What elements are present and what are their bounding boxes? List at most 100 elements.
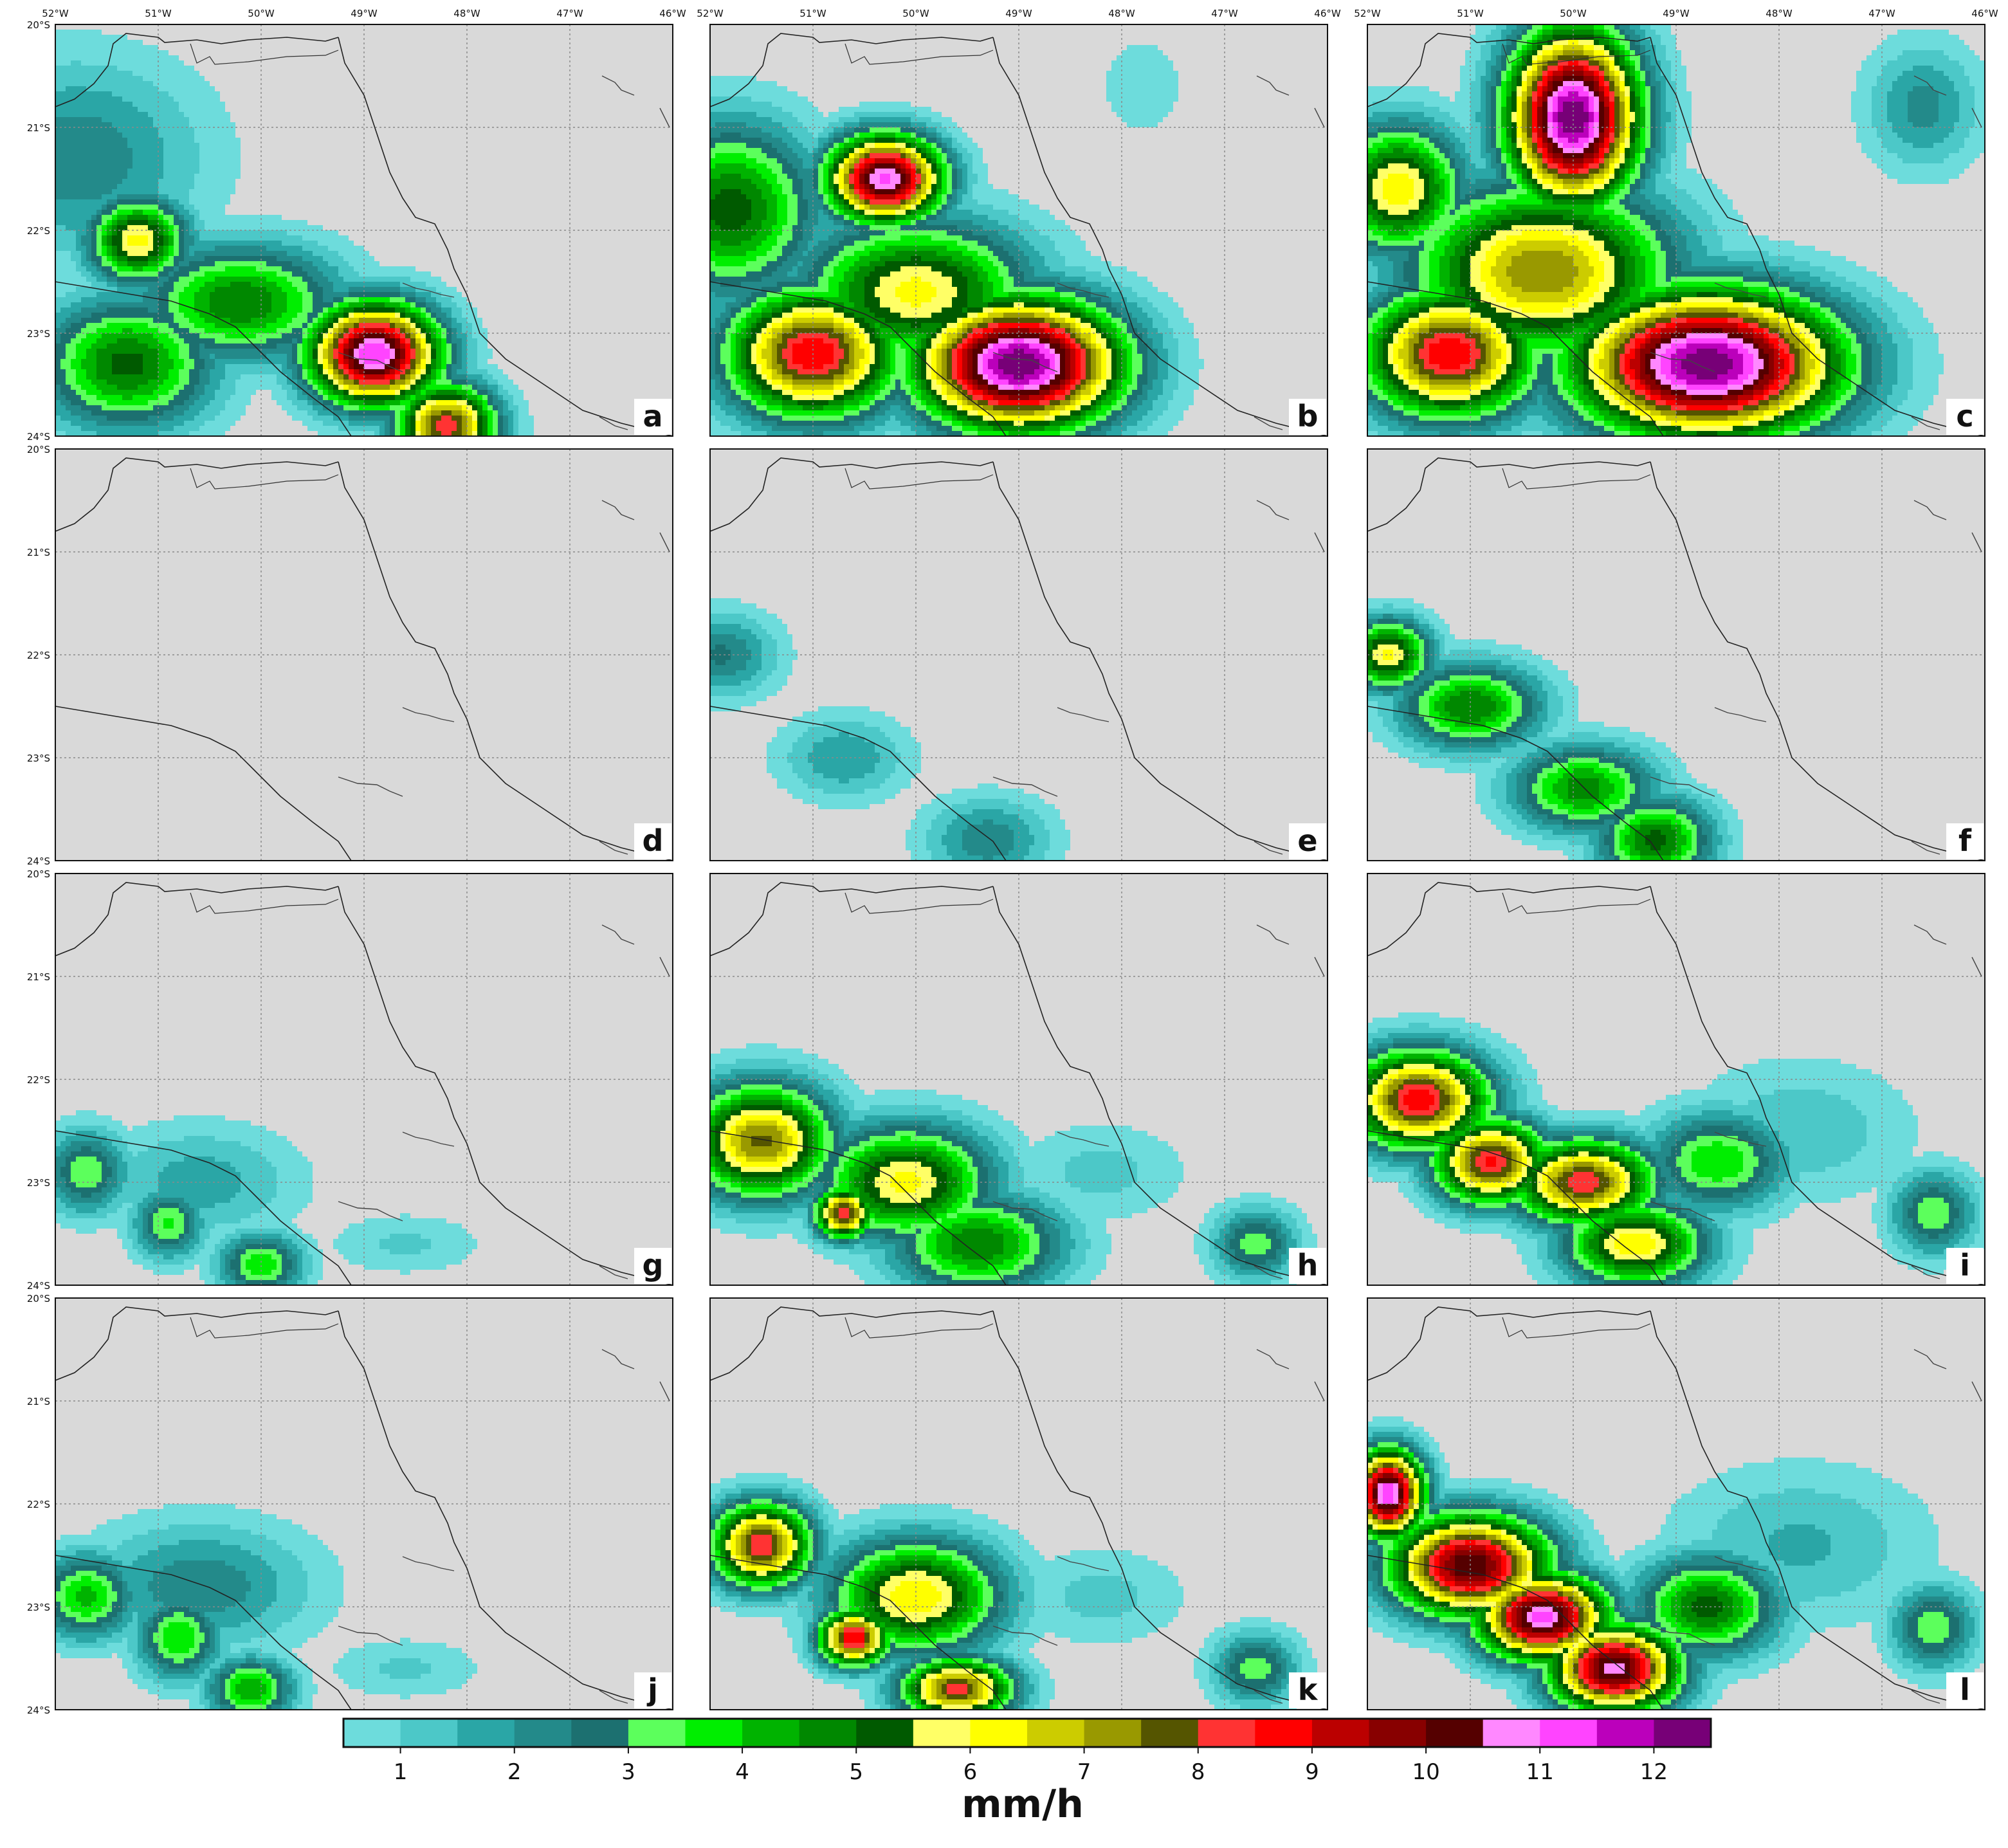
border-line (1502, 468, 1651, 489)
panel-label-box (634, 823, 671, 859)
panel-label: i (1960, 1248, 1970, 1283)
reservoir-outlines (338, 75, 670, 430)
lat-tick-label: 20°S (27, 1293, 50, 1304)
map-panel-l: l (1367, 1297, 1985, 1710)
panel-label: d (643, 823, 664, 858)
border-line (844, 43, 994, 65)
lat-tick-label: 24°S (27, 855, 50, 867)
panel-label-box (634, 1248, 671, 1284)
precipitation-field (55, 30, 534, 436)
lon-tick-label: 48°W (1766, 8, 1793, 19)
map-panel-h: h (709, 873, 1328, 1286)
panel-frame (55, 1297, 673, 1710)
panel-frame (709, 1297, 1328, 1710)
precipitation-field (1367, 1012, 1985, 1285)
border-line (190, 468, 339, 489)
border-line (844, 1317, 994, 1339)
border-line (190, 1317, 339, 1339)
lon-tick-label: 52°W (697, 8, 724, 19)
panel-label-box (1946, 1672, 1984, 1708)
lon-tick-label: 52°W (1354, 8, 1381, 19)
colorbar-segment (856, 1719, 914, 1747)
state-boundary-lines (55, 1306, 673, 1710)
panel-frame (1367, 1297, 1985, 1710)
panel-label: f (1958, 823, 1972, 858)
border-line (190, 892, 339, 914)
colorbar-segment (1084, 1719, 1142, 1747)
panel-label: k (1298, 1672, 1319, 1707)
graticule (710, 449, 1328, 861)
colorbar-segment (1369, 1719, 1427, 1747)
lon-tick-label: 48°W (453, 8, 480, 19)
panel-label: e (1297, 823, 1317, 858)
colorbar-segment (343, 1719, 401, 1747)
panel-label: b (1297, 399, 1319, 434)
colorbar-segment (571, 1719, 629, 1747)
panel-label-box (1289, 1672, 1326, 1708)
lat-tick-label: 20°S (27, 444, 50, 455)
panel-label: g (643, 1248, 664, 1283)
colorbar: 1 2 3 4 5 6 7 8 9 10 11 12 (342, 1717, 1712, 1785)
lat-tick-label: 22°S (27, 225, 50, 237)
colorbar-tick-label: 2 (507, 1759, 522, 1785)
colorbar-segment (1654, 1719, 1711, 1747)
lon-tick-label: 47°W (1211, 8, 1238, 19)
panel-label-box (1946, 1248, 1984, 1284)
precipitation-field (710, 45, 1204, 436)
lat-tick-label: 24°S (27, 431, 50, 443)
lat-tick-label: 22°S (27, 1074, 50, 1086)
state-boundary-lines (710, 457, 1328, 861)
colorbar-segment (1198, 1719, 1255, 1747)
lat-tick-label: 24°S (27, 1280, 50, 1292)
reservoir-outlines (992, 500, 1325, 855)
colorbar-segment (685, 1719, 743, 1747)
precipitation-field (710, 1043, 1317, 1285)
lat-tick-label: 23°S (27, 1177, 50, 1189)
reservoir-outlines (1650, 1349, 1982, 1704)
colorbar-segment (1027, 1719, 1085, 1747)
border-line (844, 892, 994, 914)
lat-tick-label: 23°S (27, 328, 50, 340)
reservoir-outlines (992, 924, 1325, 1279)
graticule (710, 24, 1328, 436)
panel-label: l (1960, 1672, 1970, 1707)
border-line (844, 468, 994, 489)
colorbar-tick-label: 4 (735, 1759, 749, 1785)
border-line (190, 43, 339, 65)
lon-tick-label: 50°W (248, 8, 275, 19)
colorbar-segment (1426, 1719, 1484, 1747)
reservoir-outlines (992, 1349, 1325, 1704)
border-line (1502, 1317, 1651, 1339)
lon-tick-label: 50°W (902, 8, 929, 19)
colorbar-segment (970, 1719, 1028, 1747)
lat-tick-label: 24°S (27, 1705, 50, 1716)
graticule (1367, 449, 1985, 861)
colorbar-segment (457, 1719, 515, 1747)
panel-label: c (1956, 399, 1973, 434)
colorbar-frame (342, 1717, 1712, 1748)
graticule (710, 1298, 1328, 1710)
colorbar-segment (1596, 1719, 1654, 1747)
panel-label-box (1946, 823, 1984, 859)
precipitation-field (55, 1110, 477, 1285)
lat-tick-label: 21°S (27, 547, 50, 558)
lon-tick-label: 47°W (556, 8, 583, 19)
colorbar-tick-label: 3 (621, 1759, 635, 1785)
lon-tick-label: 51°W (145, 8, 172, 19)
panel-frame (1367, 873, 1985, 1286)
graticule (1367, 874, 1985, 1285)
precipitation-field (710, 1473, 1317, 1710)
lat-tick-label: 22°S (27, 650, 50, 661)
lat-tick-label: 20°S (27, 19, 50, 31)
lat-tick-label: 21°S (27, 122, 50, 134)
panel-frame (55, 448, 673, 861)
colorbar-segment (1255, 1719, 1313, 1747)
map-panel-i: i (1367, 873, 1985, 1286)
map-panel-e: e (709, 448, 1328, 861)
colorbar-segment (1141, 1719, 1199, 1747)
graticule (1367, 1298, 1985, 1710)
reservoir-outlines (1650, 924, 1982, 1279)
colorbar-tick-label: 8 (1191, 1759, 1205, 1785)
colorbar-segment (742, 1719, 800, 1747)
